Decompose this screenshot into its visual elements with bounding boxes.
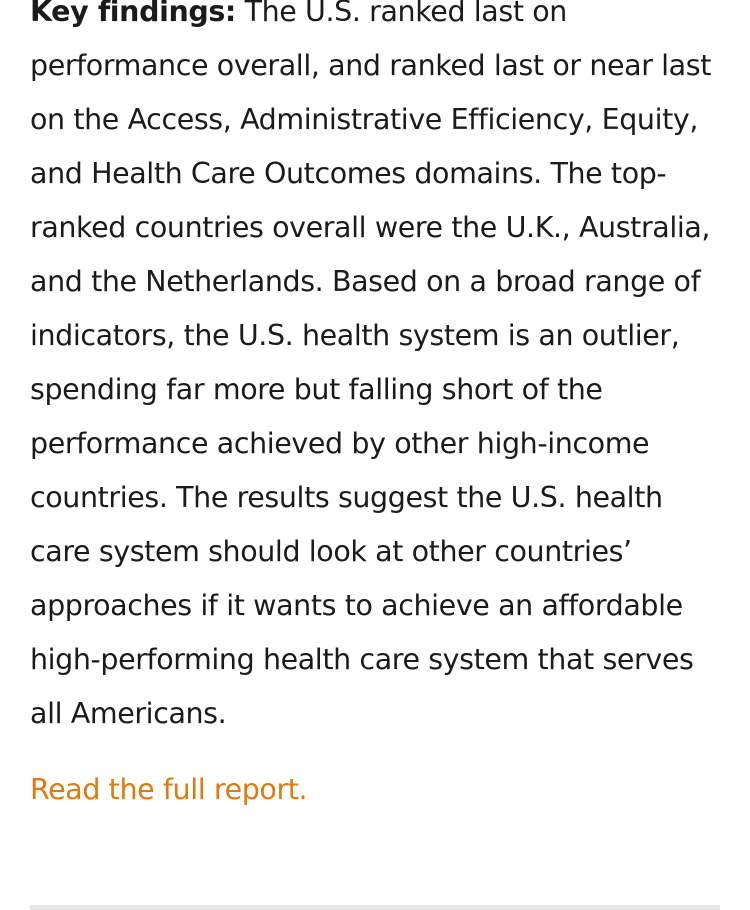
- article-content: Key findings: The U.S. ranked last on pe…: [30, 0, 720, 817]
- key-findings-paragraph: Key findings: The U.S. ranked last on pe…: [30, 0, 720, 741]
- key-findings-label: Key findings:: [30, 0, 236, 28]
- read-full-report-link[interactable]: Read the full report.: [30, 773, 308, 806]
- section-divider: [30, 905, 720, 910]
- key-findings-text: The U.S. ranked last on performance over…: [30, 0, 711, 730]
